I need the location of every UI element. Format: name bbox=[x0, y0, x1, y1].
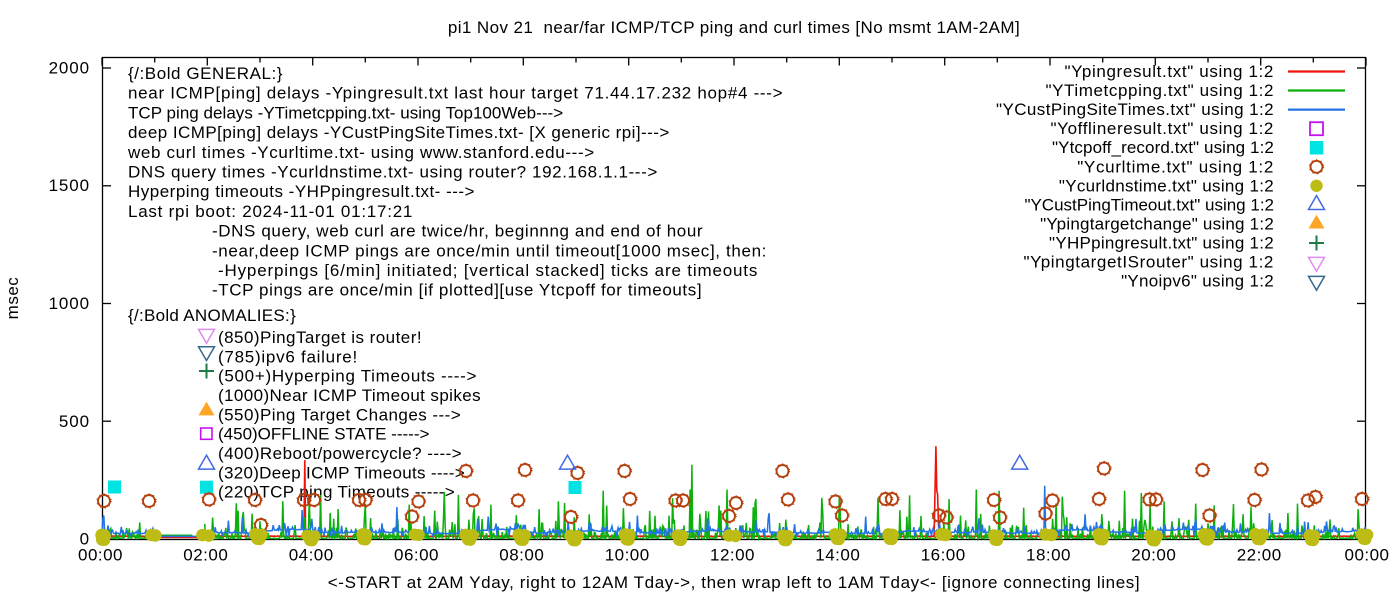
svg-text:{/:Bold ANOMALIES:}: {/:Bold ANOMALIES:} bbox=[128, 306, 296, 325]
svg-text:-Hyperpings [6/min] initiated;: -Hyperpings [6/min] initiated; [vertical… bbox=[218, 261, 758, 280]
svg-text:02:00: 02:00 bbox=[183, 546, 228, 565]
svg-text:(400)Reboot/powercycle? ---->: (400)Reboot/powercycle? ----> bbox=[218, 444, 462, 463]
svg-text:<-START at 2AM Yday, right to: <-START at 2AM Yday, right to 12AM Tday-… bbox=[328, 573, 1140, 592]
svg-text:msec: msec bbox=[3, 277, 22, 320]
svg-text:web curl times -Ycurltime.txt-: web curl times -Ycurltime.txt- using www… bbox=[127, 143, 595, 162]
svg-text:22:00: 22:00 bbox=[1237, 546, 1282, 565]
svg-text:12:00: 12:00 bbox=[710, 546, 755, 565]
svg-text:"Ynoipv6" using 1:2: "Ynoipv6" using 1:2 bbox=[1121, 272, 1274, 291]
svg-text:pi1 Nov 21 near/far ICMP/TCP: pi1 Nov 21 near/far ICMP/TCP ping and cu… bbox=[448, 18, 1020, 37]
svg-text:18:00: 18:00 bbox=[1026, 546, 1071, 565]
svg-text:06:00: 06:00 bbox=[394, 546, 439, 565]
svg-text:"YCustPingTimeout.txt" using 1: "YCustPingTimeout.txt" using 1:2 bbox=[1024, 195, 1274, 214]
svg-text:"YCustPingSiteTimes.txt" using: "YCustPingSiteTimes.txt" using 1:2 bbox=[996, 100, 1274, 119]
svg-text:near ICMP[ping] delays -Ypingr: near ICMP[ping] delays -Ypingresult.txt … bbox=[128, 84, 783, 103]
svg-text:16:00: 16:00 bbox=[921, 546, 966, 565]
svg-text:{/:Bold GENERAL:}: {/:Bold GENERAL:} bbox=[128, 64, 283, 83]
svg-text:500: 500 bbox=[59, 412, 90, 431]
svg-text:TCP ping delays -YTimetcpping.: TCP ping delays -YTimetcpping.txt- using… bbox=[128, 103, 563, 122]
svg-text:(320)Deep ICMP Timeouts ---->: (320)Deep ICMP Timeouts ----> bbox=[218, 463, 465, 482]
svg-text:"YpingtargetISrouter" using 1:: "YpingtargetISrouter" using 1:2 bbox=[1023, 253, 1274, 272]
svg-text:0: 0 bbox=[80, 530, 90, 549]
svg-text:(550)Ping Target Changes --->: (550)Ping Target Changes ---> bbox=[218, 405, 461, 424]
svg-text:DNS query times -Ycurldnstime.: DNS query times -Ycurldnstime.txt- using… bbox=[128, 163, 658, 182]
svg-text:"Ytcpoff_record.txt" using 1:2: "Ytcpoff_record.txt" using 1:2 bbox=[1052, 138, 1274, 157]
svg-text:04:00: 04:00 bbox=[289, 546, 334, 565]
svg-text:"YTimetcpping.txt" using 1:2: "YTimetcpping.txt" using 1:2 bbox=[1045, 81, 1274, 100]
svg-text:"Ypingresult.txt" using 1:2: "Ypingresult.txt" using 1:2 bbox=[1064, 62, 1274, 81]
svg-text:deep ICMP[ping] delays -YCustP: deep ICMP[ping] delays -YCustPingSiteTim… bbox=[128, 123, 670, 142]
svg-text:(500+)Hyperping Timeouts ---->: (500+)Hyperping Timeouts ----> bbox=[218, 367, 477, 386]
svg-text:Last rpi boot: 2024-11-01 01:1: Last rpi boot: 2024-11-01 01:17:21 bbox=[128, 202, 413, 221]
svg-text:"Ycurldnstime.txt" using 1:2: "Ycurldnstime.txt" using 1:2 bbox=[1059, 176, 1274, 195]
svg-text:"YHPpingresult.txt" using 1:2: "YHPpingresult.txt" using 1:2 bbox=[1049, 234, 1274, 253]
svg-text:"Ycurltime.txt" using 1:2: "Ycurltime.txt" using 1:2 bbox=[1077, 157, 1274, 176]
svg-text:(1000)Near ICMP Timeout spikes: (1000)Near ICMP Timeout spikes bbox=[218, 386, 481, 405]
svg-text:14:00: 14:00 bbox=[815, 546, 860, 565]
svg-text:00:00: 00:00 bbox=[1345, 546, 1390, 565]
svg-text:(785)ipv6 failure!: (785)ipv6 failure! bbox=[218, 347, 358, 366]
svg-text:2000: 2000 bbox=[49, 59, 90, 78]
svg-text:1000: 1000 bbox=[49, 294, 90, 313]
svg-text:(220)TCP ping Timeouts ----->: (220)TCP ping Timeouts -----> bbox=[218, 483, 455, 502]
svg-text:"Yofflineresult.txt" using 1:2: "Yofflineresult.txt" using 1:2 bbox=[1051, 119, 1274, 138]
svg-text:-near,deep ICMP pings are once: -near,deep ICMP pings are once/min until… bbox=[212, 241, 767, 260]
svg-text:Hyperping timeouts -YHPpingres: Hyperping timeouts -YHPpingresult.txt- -… bbox=[128, 182, 475, 201]
svg-text:00:00: 00:00 bbox=[78, 546, 123, 565]
svg-text:08:00: 08:00 bbox=[499, 546, 544, 565]
svg-text:20:00: 20:00 bbox=[1131, 546, 1176, 565]
svg-text:-TCP pings are once/min [if pl: -TCP pings are once/min [if plotted][use… bbox=[212, 281, 702, 300]
svg-text:(850)PingTarget is router!: (850)PingTarget is router! bbox=[218, 328, 422, 347]
svg-text:10:00: 10:00 bbox=[605, 546, 650, 565]
svg-text:(450)OFFLINE STATE ----->: (450)OFFLINE STATE -----> bbox=[218, 425, 429, 444]
svg-text:"Ypingtargetchange" using 1:2: "Ypingtargetchange" using 1:2 bbox=[1040, 214, 1274, 233]
svg-text:-DNS query, web curl are twice: -DNS query, web curl are twice/hr, begin… bbox=[212, 222, 703, 241]
svg-text:1500: 1500 bbox=[49, 176, 90, 195]
